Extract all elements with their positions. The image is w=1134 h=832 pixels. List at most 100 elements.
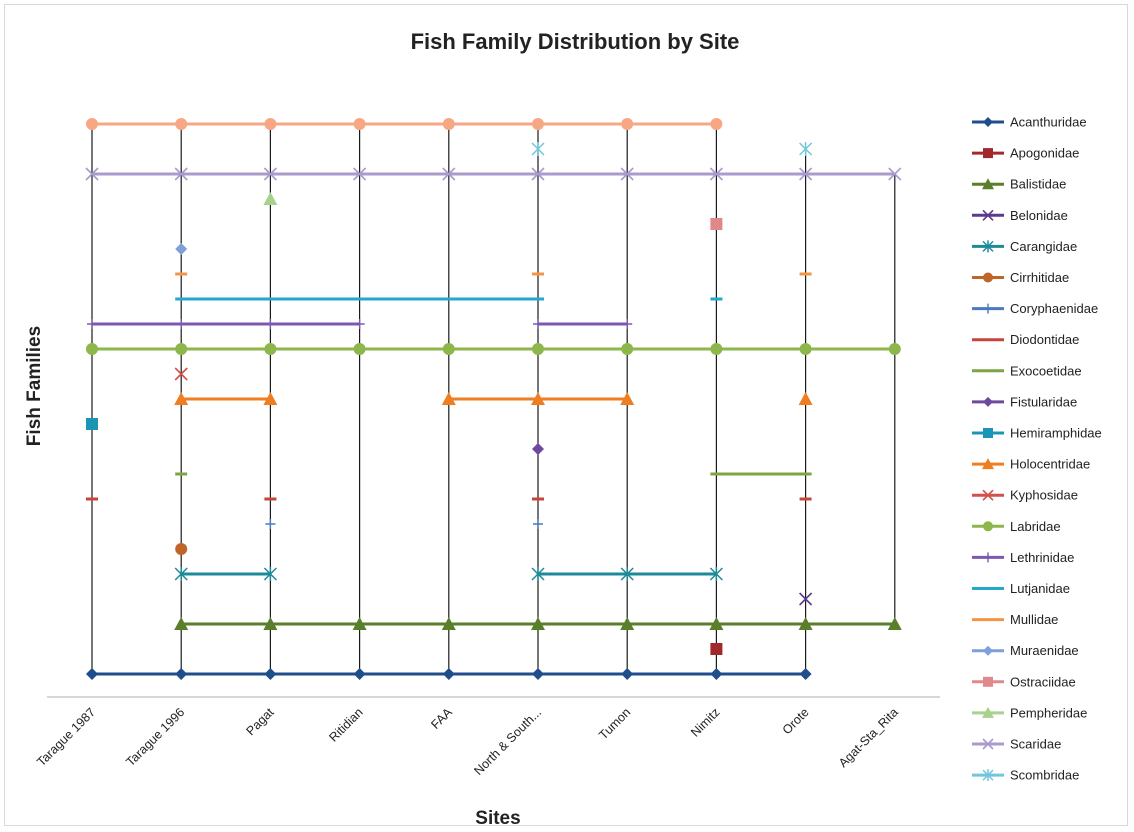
series-top-row	[86, 118, 723, 130]
point-scaridae-nimitz	[709, 167, 723, 181]
point-fistularidae-north-south	[532, 443, 544, 455]
legend-marker-holocentridae	[982, 458, 994, 470]
point-balistidae-pagat	[263, 617, 278, 630]
x-tick-tarague-1987: Tarague 1987	[34, 705, 98, 769]
point-belonidae-orote	[799, 592, 813, 606]
legend-item-scaridae: Scaridae	[972, 737, 1061, 752]
series-apogonidae	[710, 643, 723, 655]
point-lethrinidae-ritidian	[354, 319, 365, 329]
point-ostraciidae-nimitz	[710, 218, 723, 230]
chart-title: Fish Family Distribution by Site	[411, 29, 740, 54]
point-holocentridae-orote	[798, 392, 813, 405]
point-holocentridae-tarague-1996	[174, 392, 189, 405]
series-kyphosidae	[174, 367, 188, 381]
point-coryphaenidae-pagat	[265, 519, 276, 529]
legend-marker-scaridae	[982, 738, 994, 750]
legend-label-ostraciidae: Ostraciidae	[1010, 674, 1076, 689]
legend-label-belonidae: Belonidae	[1010, 208, 1068, 223]
series-lethrinidae	[87, 319, 633, 329]
x-tick-nimitz: Nimitz	[688, 705, 722, 739]
legend-item-pempheridae: Pempheridae	[972, 705, 1087, 720]
point-top-row-nimitz	[710, 118, 723, 130]
series-ostraciidae	[710, 218, 723, 230]
point-lethrinidae-north-south	[533, 319, 543, 329]
chart-frame	[4, 4, 1128, 826]
legend-marker-kyphosidae	[982, 489, 994, 501]
legend-marker-pempheridae	[982, 706, 994, 718]
legend-label-carangidae: Carangidae	[1010, 239, 1077, 254]
point-coryphaenidae-north-south	[533, 519, 543, 529]
series-belonidae	[799, 592, 813, 606]
series-scaridae	[85, 167, 902, 181]
legend-item-hemiramphidae: Hemiramphidae	[972, 426, 1102, 441]
point-scombridae-north-south	[531, 142, 545, 156]
legend-item-coryphaenidae: Coryphaenidae	[972, 301, 1098, 316]
x-tick-labels: Tarague 1987 Tarague 1996 Pagat Ritidian FAA…	[34, 705, 901, 778]
point-balistidae-tumon	[620, 617, 635, 630]
point-balistidae-faa	[441, 617, 456, 630]
series-acanthuridae	[86, 668, 812, 680]
legend-marker-acanthuridae	[983, 117, 993, 127]
point-carangidae-pagat	[263, 567, 277, 581]
point-scombridae-orote	[799, 142, 813, 156]
point-labridae-north-south	[532, 343, 544, 355]
point-scaridae-north-south	[531, 167, 545, 181]
legend: Acanthuridae Apogonidae Balistidae Belonida…	[972, 115, 1102, 783]
point-lethrinidae-tumon	[622, 319, 633, 329]
legend-item-labridae: Labridae	[972, 519, 1061, 534]
legend-marker-carangidae	[982, 240, 994, 253]
point-acanthuridae-orote	[799, 668, 812, 680]
legend-item-mullidae: Mullidae	[972, 612, 1058, 627]
point-kyphosidae-tarague-1996	[174, 367, 188, 381]
x-tick-agat-sta-rita: Agat-Sta_Rita	[836, 705, 901, 770]
legend-label-hemiramphidae: Hemiramphidae	[1010, 426, 1102, 441]
legend-label-scaridae: Scaridae	[1010, 737, 1061, 752]
series-layer	[85, 118, 902, 680]
point-scaridae-tarague-1996	[174, 167, 188, 181]
legend-item-balistidae: Balistidae	[972, 177, 1066, 192]
point-acanthuridae-north-south	[532, 668, 544, 680]
point-holocentridae-faa	[441, 392, 456, 405]
legend-marker-labridae	[983, 521, 993, 532]
point-labridae-agat-sta-rita	[888, 343, 901, 355]
series-fistularidae	[532, 443, 544, 455]
legend-label-cirrhitidae: Cirrhitidae	[1010, 270, 1069, 285]
point-balistidae-ritidian	[352, 617, 367, 630]
legend-label-coryphaenidae: Coryphaenidae	[1010, 301, 1098, 316]
point-scaridae-pagat	[263, 167, 277, 181]
point-carangidae-tumon	[620, 567, 634, 581]
legend-item-diodontidae: Diodontidae	[972, 332, 1079, 347]
point-muraenidae-tarague-1996	[175, 243, 188, 255]
legend-label-mullidae: Mullidae	[1010, 612, 1058, 627]
legend-item-lutjanidae: Lutjanidae	[972, 581, 1070, 596]
legend-item-cirrhitidae: Cirrhitidae	[972, 270, 1069, 285]
point-lethrinidae-tarague-1987	[87, 319, 97, 329]
point-acanthuridae-tumon	[621, 668, 634, 680]
site-drop-lines	[91, 124, 896, 674]
point-top-row-faa	[442, 118, 455, 130]
series-pempheridae	[263, 192, 278, 205]
point-acanthuridae-ritidian	[353, 668, 366, 680]
legend-marker-fistularidae	[983, 396, 993, 407]
x-axis-title: Sites	[475, 808, 520, 829]
point-acanthuridae-faa	[442, 668, 455, 680]
legend-marker-apogonidae	[983, 148, 993, 159]
point-pempheridae-pagat	[263, 192, 278, 205]
point-carangidae-nimitz	[709, 567, 723, 581]
legend-label-lethrinidae: Lethrinidae	[1010, 550, 1074, 565]
point-scaridae-agat-sta-rita	[888, 167, 902, 181]
point-holocentridae-north-south	[531, 392, 545, 405]
legend-marker-hemiramphidae	[983, 428, 993, 438]
point-holocentridae-pagat	[263, 392, 278, 405]
point-labridae-orote	[799, 343, 812, 355]
legend-label-apogonidae: Apogonidae	[1010, 146, 1079, 161]
point-top-row-tarague-1987	[86, 118, 98, 130]
legend-item-holocentridae: Holocentridae	[972, 457, 1090, 472]
point-scaridae-faa	[442, 167, 456, 181]
point-labridae-tarague-1996	[175, 343, 188, 355]
legend-item-apogonidae: Apogonidae	[972, 146, 1079, 161]
point-labridae-ritidian	[353, 343, 366, 355]
legend-label-exocoetidae: Exocoetidae	[1010, 363, 1082, 378]
point-acanthuridae-pagat	[264, 668, 277, 680]
point-carangidae-tarague-1996	[174, 567, 188, 581]
